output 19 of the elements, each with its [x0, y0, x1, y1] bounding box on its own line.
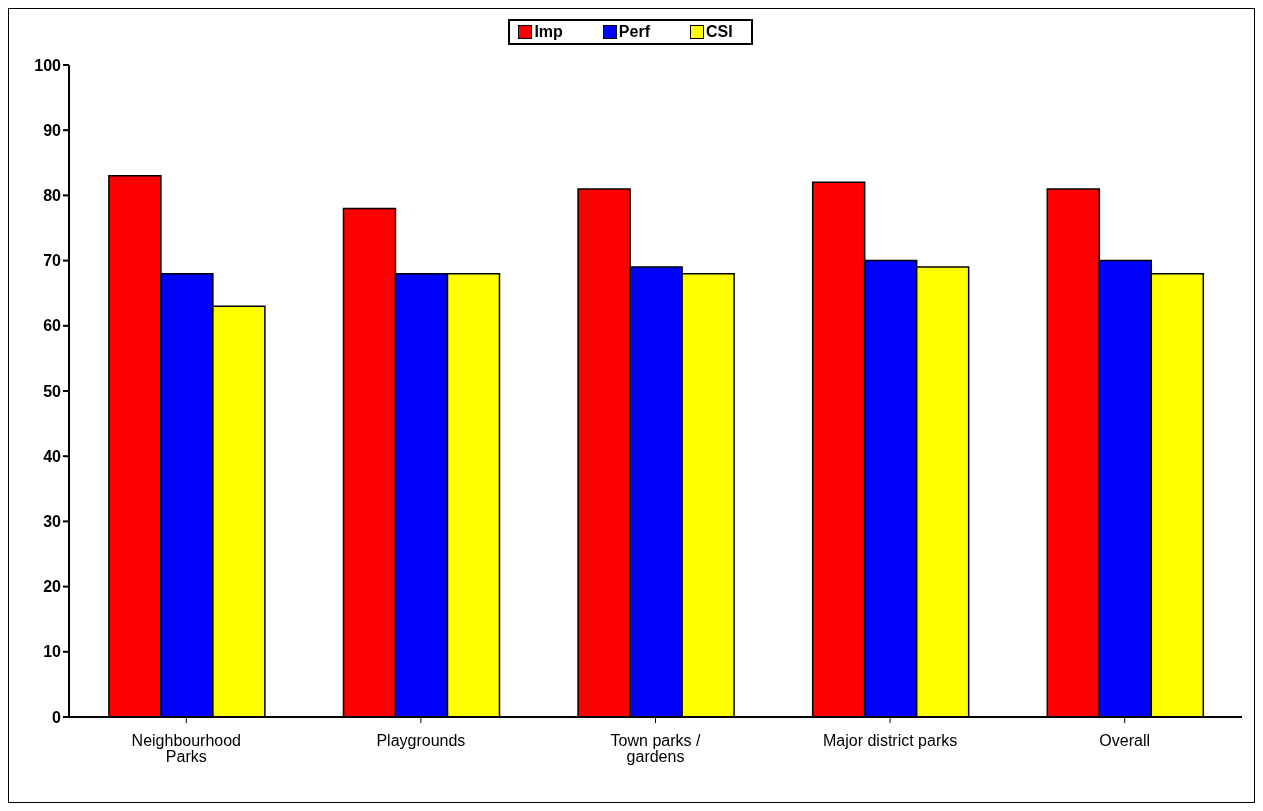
y-tick-label: 10	[43, 643, 62, 661]
y-tick-label: 60	[43, 317, 62, 335]
y-tick-label: 100	[34, 56, 62, 74]
x-tick-label: Major district parks	[822, 732, 958, 750]
y-tick-label: 30	[43, 513, 62, 531]
y-tick-label: 80	[43, 187, 62, 205]
y-tick-label: 20	[43, 578, 62, 596]
y-tick-label: 50	[43, 382, 62, 400]
x-tick-label: Town parks / gardens	[610, 732, 701, 766]
y-tick-label: 70	[43, 252, 62, 270]
legend-label: CSI	[704, 23, 733, 41]
y-tick-label: 40	[43, 447, 62, 465]
y-tick-label: 90	[43, 121, 62, 139]
x-tick-label: Neighbourhood Parks	[131, 732, 242, 766]
y-tick-label: 0	[52, 708, 62, 726]
x-tick-label: Overall	[1099, 732, 1151, 750]
legend-label: Perf	[617, 23, 650, 41]
legend-label: Imp	[533, 23, 563, 41]
x-tick-label: Playgrounds	[376, 732, 466, 750]
